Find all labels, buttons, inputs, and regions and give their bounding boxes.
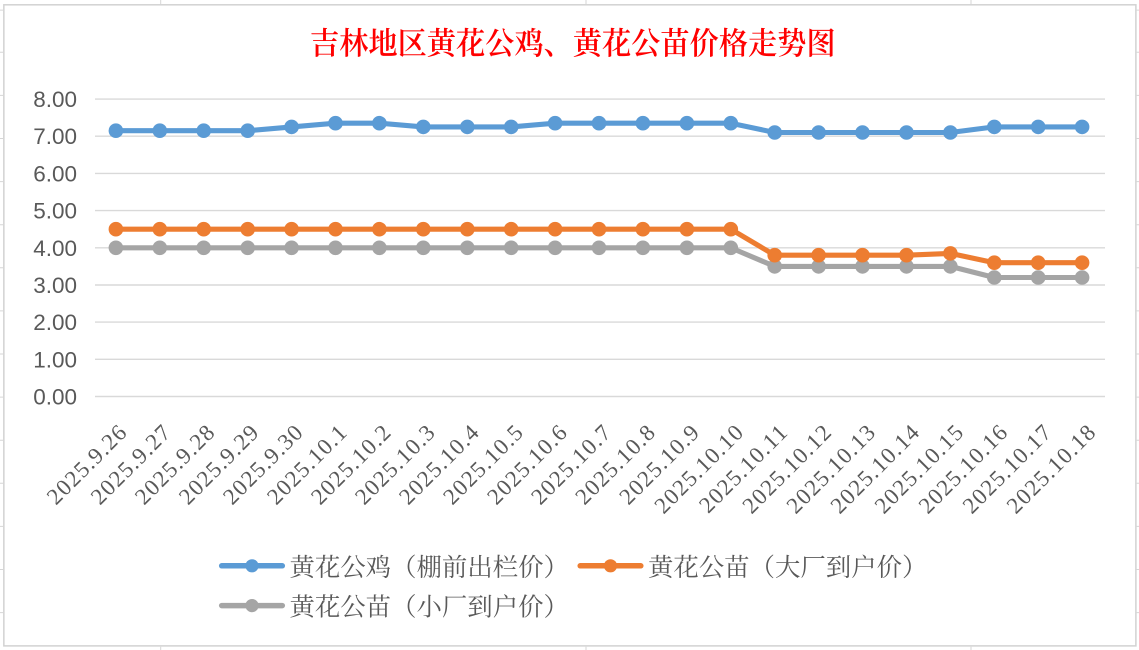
svg-text:6.00: 6.00 [33, 161, 77, 186]
svg-text:3.00: 3.00 [33, 273, 77, 298]
svg-text:2.00: 2.00 [33, 310, 77, 335]
svg-text:5.00: 5.00 [33, 199, 77, 224]
svg-text:8.00: 8.00 [33, 87, 77, 112]
svg-text:7.00: 7.00 [33, 124, 77, 149]
svg-text:1.00: 1.00 [33, 347, 77, 372]
svg-text:4.00: 4.00 [33, 236, 77, 261]
svg-text:0.00: 0.00 [33, 385, 77, 410]
